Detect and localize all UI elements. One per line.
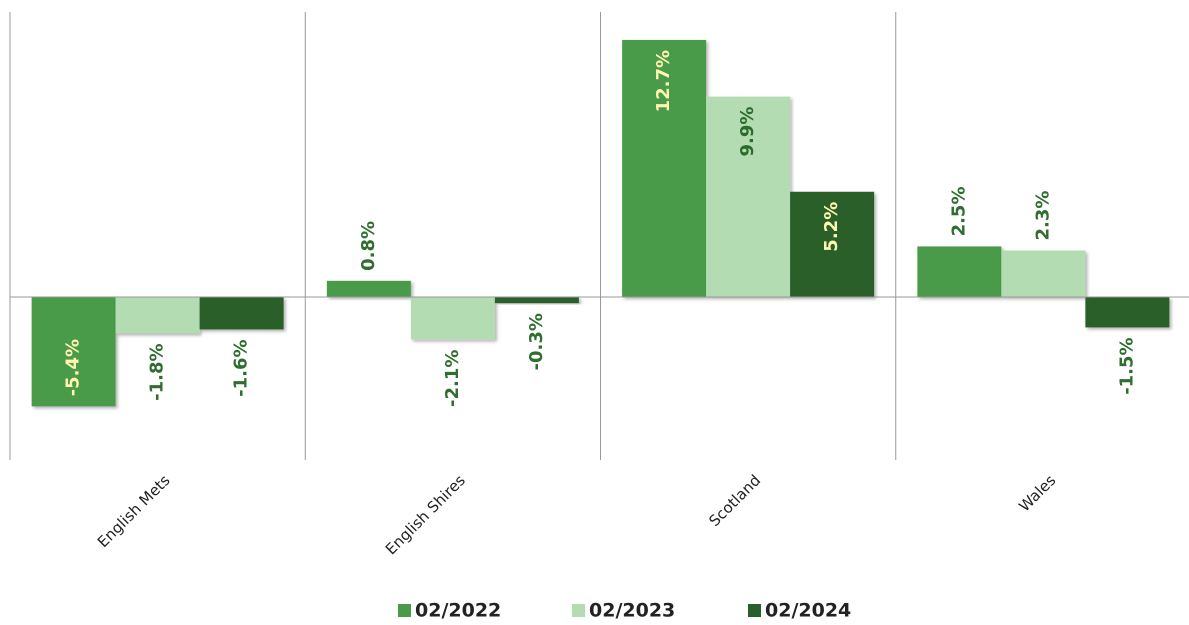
plot-area: -5.4% 0.8% 12.7% 2.5% -1.8% -2.1% 9.9% 2.3% -1.6… (9, 12, 1189, 558)
value-label: -1.6% (231, 339, 252, 396)
legend-label: 02/2023 (589, 600, 675, 622)
value-label: 2.3% (1032, 191, 1053, 241)
x-tick-label: Scotland (705, 471, 764, 530)
bar (31, 297, 116, 407)
value-label: -2.1% (442, 350, 463, 407)
x-tick-label: Wales (1015, 471, 1059, 515)
bar (494, 297, 579, 304)
value-label: -0.3% (526, 313, 547, 370)
bar (622, 39, 707, 298)
value-label: 9.9% (737, 107, 758, 157)
bar (410, 297, 495, 340)
bar (790, 191, 875, 298)
bar (1001, 250, 1086, 298)
value-label: 0.8% (358, 221, 379, 271)
x-tick-label: English Mets (94, 471, 174, 551)
legend-swatch (748, 604, 761, 617)
value-label: -1.8% (147, 343, 168, 400)
bar (199, 297, 284, 330)
legend-swatch (398, 604, 411, 617)
value-label: 5.2% (821, 202, 842, 252)
value-label: -5.4% (63, 339, 84, 396)
value-label: 2.5% (948, 187, 969, 237)
legend-swatch (572, 604, 585, 617)
legend: 02/2022 02/2023 02/2024 (398, 600, 851, 622)
bar (326, 280, 411, 298)
bar (115, 297, 200, 334)
value-label: 12.7% (653, 50, 674, 112)
bar (917, 246, 1002, 298)
legend-label: 02/2022 (415, 600, 501, 622)
x-tick-label: English Shires (382, 471, 469, 558)
value-label: -1.5% (1116, 337, 1137, 394)
bar (1085, 297, 1170, 328)
legend-label: 02/2024 (765, 600, 851, 622)
bar (706, 96, 791, 298)
